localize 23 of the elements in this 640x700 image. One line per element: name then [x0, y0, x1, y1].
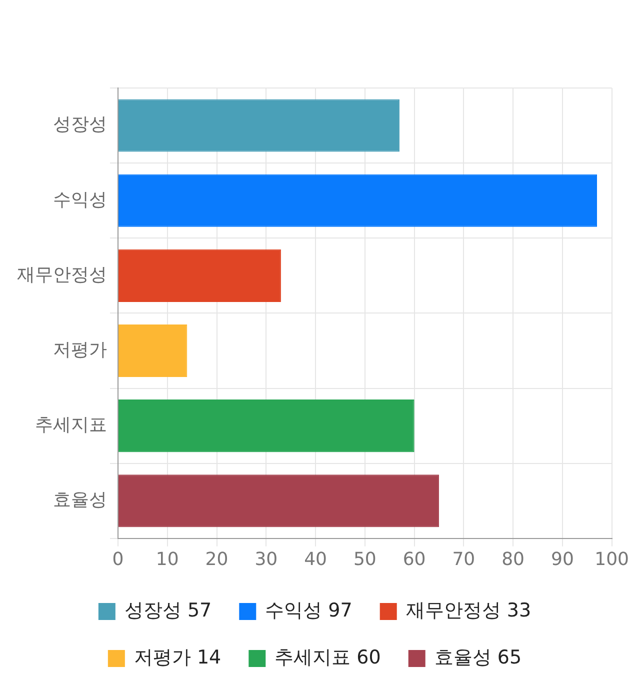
y-tick-label: 추세지표: [35, 414, 107, 436]
legend-label: 재무안정성 33: [406, 599, 532, 622]
x-tick-label: 40: [304, 548, 327, 570]
y-tick-label: 수익성: [53, 189, 107, 210]
legend-label: 효율성 65: [434, 646, 522, 668]
x-tick-label: 50: [353, 548, 376, 570]
legend-label: 수익성 97: [265, 599, 352, 622]
x-tick-label: 90: [550, 548, 574, 570]
y-tick-label: 저평가: [53, 339, 107, 360]
y-tick-label: 효율성: [53, 490, 107, 511]
y-tick-label: 성장성: [53, 114, 107, 136]
x-tick-label: 70: [452, 548, 476, 570]
x-tick-label: 80: [502, 548, 525, 570]
x-tick-label: 10: [156, 548, 179, 570]
x-tick-label: 30: [254, 548, 278, 570]
x-tick-label: 60: [402, 548, 426, 570]
legend-label: 성장성 57: [124, 599, 212, 622]
y-tick-label: 재무안정성: [17, 264, 107, 286]
x-tick-label: 100: [594, 548, 629, 570]
legend-label: 추세지표 60: [274, 646, 381, 668]
x-tick-label: 0: [112, 548, 124, 570]
x-tick-label: 20: [205, 548, 228, 570]
legend-label: 저평가 14: [134, 646, 222, 668]
